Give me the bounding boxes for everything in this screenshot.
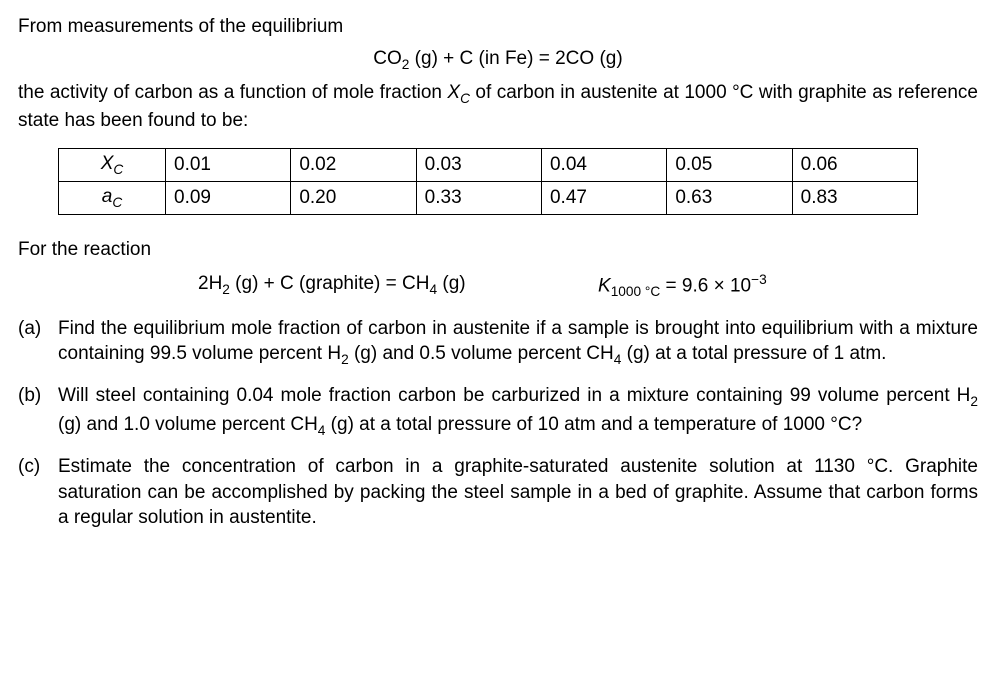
part-label: (a) [18, 316, 58, 370]
reaction-equation: 2H2 (g) + C (graphite) = CH4 (g) [198, 271, 598, 302]
cell: 0.33 [416, 182, 541, 215]
cell: 0.05 [667, 148, 792, 181]
part-body: Will steel containing 0.04 mole fraction… [58, 383, 978, 440]
row-header-ac: aC [59, 182, 166, 215]
row-header-xc: XC [59, 148, 166, 181]
intro-line-1: From measurements of the equilibrium [18, 14, 978, 40]
equilibrium-constant: K1000 °C = 9.6 × 10−3 [598, 271, 978, 302]
for-the-reaction: For the reaction [18, 237, 978, 263]
table-row: XC 0.01 0.02 0.03 0.04 0.05 0.06 [59, 148, 918, 181]
part-body: Estimate the concentration of carbon in … [58, 454, 978, 531]
cell: 0.20 [291, 182, 416, 215]
part-label: (b) [18, 383, 58, 440]
cell: 0.04 [541, 148, 666, 181]
cell: 0.02 [291, 148, 416, 181]
k-exp: −3 [751, 272, 767, 287]
table-row: aC 0.09 0.20 0.33 0.47 0.63 0.83 [59, 182, 918, 215]
reaction-row: 2H2 (g) + C (graphite) = CH4 (g) K1000 °… [18, 271, 978, 302]
intro-2a: the activity of carbon as a function of … [18, 82, 447, 103]
part-a: (a) Find the equilibrium mole fraction o… [18, 316, 978, 370]
part-c: (c) Estimate the concentration of carbon… [18, 454, 978, 531]
activity-table: XC 0.01 0.02 0.03 0.04 0.05 0.06 aC 0.09… [58, 148, 918, 216]
equilibrium-equation: CO2 (g) + C (in Fe) = 2CO (g) [18, 46, 978, 74]
intro-line-2: the activity of carbon as a function of … [18, 80, 978, 134]
part-body: Find the equilibrium mole fraction of ca… [58, 316, 978, 370]
cell: 0.83 [792, 182, 917, 215]
k-value: 9.6 × 10 [682, 275, 751, 296]
cell: 0.47 [541, 182, 666, 215]
part-b: (b) Will steel containing 0.04 mole frac… [18, 383, 978, 440]
cell: 0.09 [166, 182, 291, 215]
cell: 0.03 [416, 148, 541, 181]
part-label: (c) [18, 454, 58, 531]
cell: 0.63 [667, 182, 792, 215]
cell: 0.06 [792, 148, 917, 181]
cell: 0.01 [166, 148, 291, 181]
